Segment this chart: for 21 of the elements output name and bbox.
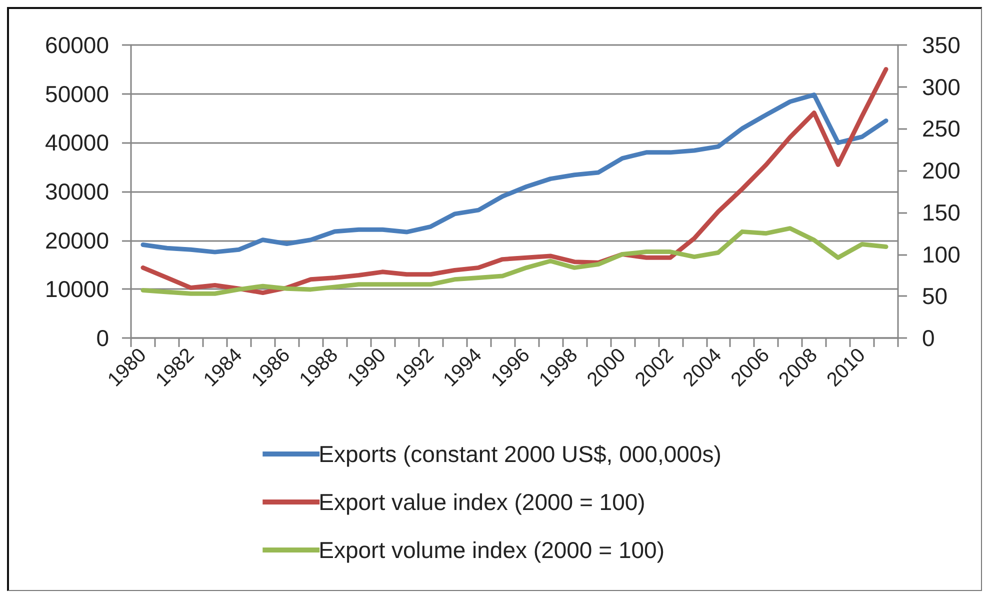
y-tick-label: 40000 (45, 130, 109, 156)
y-tick-label: 0 (96, 325, 109, 351)
y-tick-label: 20000 (45, 227, 109, 254)
legend-label: Export value index (2000 = 100) (318, 489, 646, 515)
y-tick-label: 50000 (45, 80, 109, 107)
y2-tick-label: 0 (922, 325, 935, 351)
line-series (140, 92, 888, 254)
y-tick-label: 30000 (45, 178, 109, 204)
y2-tick-label: 250 (922, 116, 960, 142)
y2-tick-label: 150 (922, 199, 960, 226)
y2-tick-label: 200 (922, 158, 960, 184)
y2-tick-label: 300 (922, 74, 960, 100)
y2-tick-label: 350 (922, 32, 960, 58)
y2-tick-label: 100 (922, 241, 960, 268)
y-tick-label: 60000 (45, 32, 109, 58)
y-tick-label: 10000 (45, 276, 109, 302)
line-series (140, 226, 888, 296)
legend-label: Export volume index (2000 = 100) (318, 537, 664, 563)
legend-label: Exports (constant 2000 US$, 000,000s) (318, 441, 722, 467)
y2-tick-label: 50 (922, 283, 948, 310)
line-series (140, 67, 888, 296)
